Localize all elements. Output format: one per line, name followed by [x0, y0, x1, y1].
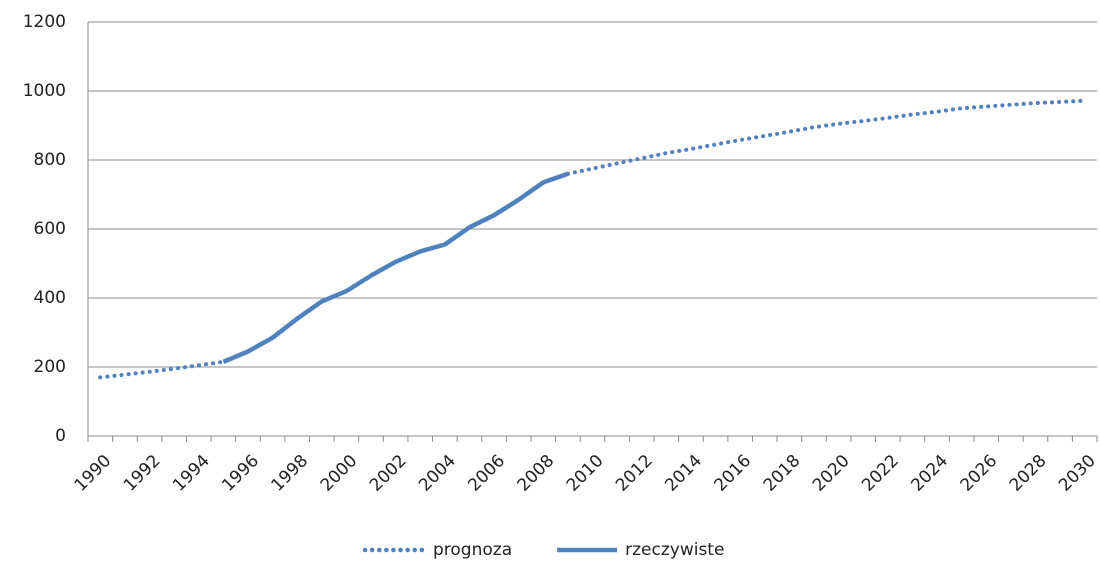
- y-tick-label: 0: [55, 426, 66, 446]
- x-tick-label: 1996: [218, 451, 263, 496]
- legend-label: rzeczywiste: [625, 540, 724, 560]
- series-line: [98, 98, 1087, 380]
- x-tick-label: 2028: [1006, 451, 1051, 496]
- x-tick-label: 1990: [71, 451, 116, 496]
- legend-label: prognoza: [433, 540, 512, 560]
- y-tick-label: 800: [34, 150, 66, 170]
- x-tick-label: 2006: [464, 451, 509, 496]
- x-tick-label: 2004: [415, 451, 460, 496]
- x-tick-label: 2024: [907, 451, 952, 496]
- y-tick-label: 1000: [23, 81, 66, 101]
- x-tick-label: 1994: [169, 451, 214, 496]
- x-tick-label: 2010: [563, 451, 608, 496]
- y-tick-label: 400: [34, 288, 66, 308]
- x-tick-label: 1998: [268, 451, 313, 496]
- series-line: [222, 171, 569, 364]
- x-tick-label: 2002: [366, 451, 411, 496]
- x-tick-label: 2008: [514, 451, 559, 496]
- x-tick-label: 2026: [957, 451, 1002, 496]
- y-tick-label: 1200: [23, 12, 66, 32]
- x-tick-label: 1992: [120, 451, 165, 496]
- x-tick-label: 2012: [612, 451, 657, 496]
- x-tick-label: 2030: [1055, 451, 1100, 496]
- x-tick-label: 2018: [760, 451, 805, 496]
- x-tick-label: 2000: [317, 451, 362, 496]
- x-tick-label: 2016: [710, 451, 755, 496]
- x-tick-label: 2014: [661, 451, 706, 496]
- x-tick-label: 2022: [858, 451, 903, 496]
- y-tick-label: 600: [34, 219, 66, 239]
- y-tick-label: 200: [34, 357, 66, 377]
- x-tick-label: 2020: [809, 451, 854, 496]
